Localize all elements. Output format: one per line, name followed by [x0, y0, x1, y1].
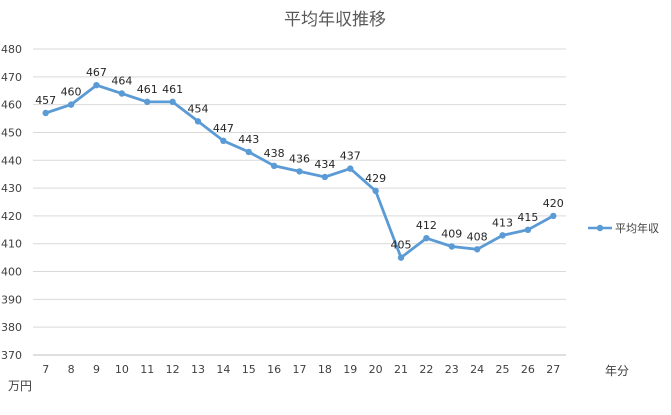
data-label: 408: [467, 230, 488, 243]
data-label: 409: [441, 228, 462, 241]
data-point: [524, 226, 532, 234]
legend: 平均年収: [588, 221, 659, 235]
x-tick-label: 19: [343, 363, 357, 376]
data-label: 443: [238, 133, 259, 146]
y-tick-label: 370: [1, 349, 22, 362]
data-point: [550, 212, 557, 220]
data-label: 434: [314, 158, 335, 171]
data-label: 405: [391, 239, 412, 252]
x-tick-label: 18: [318, 363, 332, 376]
y-tick-label: 380: [1, 321, 22, 334]
x-tick-label: 25: [496, 363, 510, 376]
chart-title: 平均年収推移: [284, 10, 386, 30]
x-tick-label: 23: [445, 363, 459, 376]
y-tick-label: 440: [1, 154, 22, 167]
data-label: 413: [492, 216, 513, 229]
x-axis-ticks: 7 8 9 10 11 12 13 14 15 16 17 18 19 20 21 22 23 24 25 26 27: [42, 363, 560, 376]
data-label: 437: [340, 150, 361, 163]
x-tick-label: 9: [93, 363, 100, 376]
y-tick-label: 480: [1, 43, 22, 56]
data-label: 415: [517, 211, 538, 224]
y-tick-label: 420: [1, 210, 22, 223]
data-label: 464: [111, 75, 132, 88]
x-tick-label: 10: [115, 363, 129, 376]
y-tick-label: 450: [1, 126, 22, 139]
y-tick-label: 460: [1, 99, 22, 112]
data-point: [42, 109, 49, 117]
y-tick-label: 400: [1, 266, 22, 279]
data-point: [245, 148, 252, 156]
data-label: 461: [162, 83, 183, 96]
data-label: 420: [543, 197, 564, 210]
data-point: [220, 137, 227, 144]
data-point: [67, 101, 75, 108]
data-point: [169, 98, 176, 106]
x-axis-label: 年分: [605, 364, 629, 378]
data-point: [423, 234, 430, 242]
y-tick-label: 470: [1, 71, 22, 84]
gridlines: [33, 48, 566, 356]
data-label: 447: [213, 122, 234, 135]
x-tick-label: 11: [140, 363, 154, 376]
legend-swatch-marker: [596, 224, 604, 232]
x-tick-label: 26: [521, 363, 535, 376]
data-label: 454: [187, 102, 208, 115]
data-labels: 457 460 467 464 461 461 454 447 443 438 436 434 437 4…: [35, 66, 564, 251]
x-tick-label: 22: [419, 363, 433, 376]
data-point: [397, 254, 405, 261]
data-label: 461: [137, 83, 158, 96]
data-label: 438: [264, 147, 285, 160]
data-label: 436: [289, 152, 310, 165]
data-point: [347, 165, 354, 172]
x-tick-label: 13: [191, 363, 205, 376]
data-point: [118, 90, 126, 97]
y-axis-unit: 万円: [8, 379, 32, 393]
data-point: [194, 118, 202, 125]
series: [42, 81, 557, 261]
data-point: [296, 168, 303, 175]
data-point: [93, 81, 100, 89]
x-tick-label: 15: [242, 363, 256, 376]
data-label: 467: [86, 66, 107, 79]
data-label: 429: [365, 172, 386, 185]
data-point: [372, 187, 379, 195]
x-tick-label: 24: [470, 363, 484, 376]
x-tick-label: 7: [42, 363, 49, 376]
data-label: 412: [416, 219, 437, 232]
legend-label: 平均年収: [615, 221, 659, 235]
y-axis-ticks: 370 380 390 400 410 420 430 440 450 460 470 480: [1, 43, 22, 362]
data-point: [473, 246, 481, 253]
y-tick-label: 410: [1, 238, 22, 251]
data-point: [321, 173, 329, 181]
data-point: [499, 232, 506, 239]
x-tick-label: 8: [68, 363, 75, 376]
x-tick-label: 16: [267, 363, 281, 376]
x-tick-label: 21: [394, 363, 408, 376]
data-point: [448, 243, 455, 250]
data-point: [270, 162, 278, 170]
y-tick-label: 390: [1, 293, 22, 306]
x-tick-label: 17: [293, 363, 307, 376]
x-tick-label: 14: [216, 363, 230, 376]
y-tick-label: 430: [1, 182, 22, 195]
x-tick-label: 27: [546, 363, 560, 376]
x-tick-label: 12: [166, 363, 180, 376]
data-label: 460: [61, 86, 82, 99]
data-label: 457: [35, 94, 56, 107]
x-tick-label: 20: [369, 363, 383, 376]
data-point: [144, 98, 151, 106]
